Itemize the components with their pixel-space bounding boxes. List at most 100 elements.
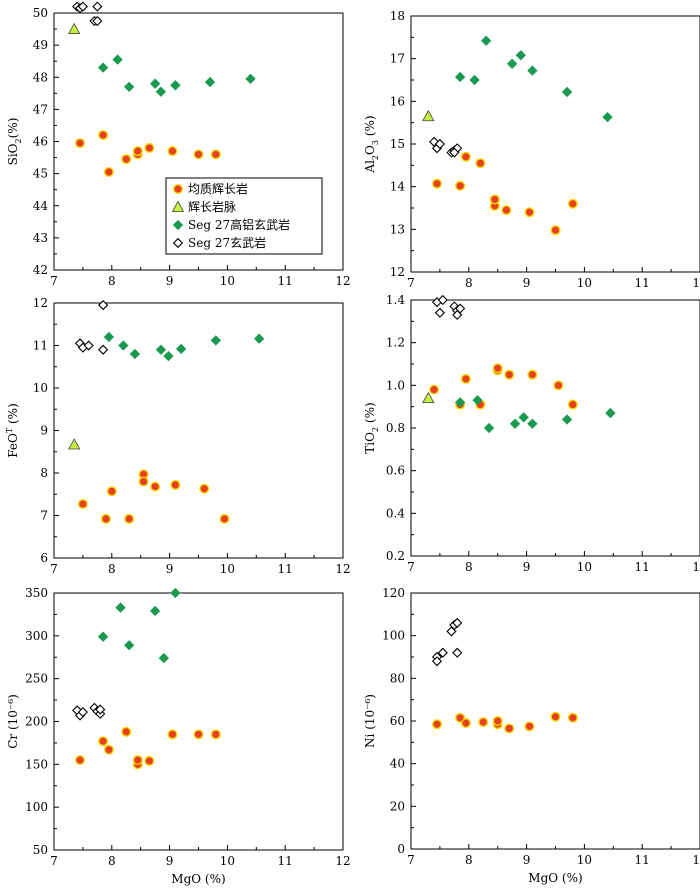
y-axis-label: TiO2 (%) xyxy=(363,402,380,453)
y-tick-label: 43 xyxy=(33,231,48,245)
data-point xyxy=(92,15,103,27)
data-point xyxy=(123,640,135,651)
x-tick-label: 11 xyxy=(635,560,650,574)
data-point xyxy=(219,513,230,524)
y-tick-label: 12 xyxy=(390,265,405,279)
data-point xyxy=(204,76,216,88)
plot-frame xyxy=(53,592,344,851)
data-point xyxy=(454,71,466,83)
data-point xyxy=(518,412,529,423)
y-tick-label: 11 xyxy=(33,339,48,353)
data-point xyxy=(155,86,167,97)
y-tick-label: 10 xyxy=(33,381,48,395)
data-point xyxy=(132,755,143,766)
panel-sio2: 7 8 9 10 11 12 42 43 44 45 46 47 48 49 50 SiO2(%) 均质辉长岩辉… xyxy=(6,1,351,288)
data-point xyxy=(144,142,155,153)
data-point xyxy=(469,74,480,86)
legend-marker xyxy=(172,219,184,231)
data-point xyxy=(98,736,109,747)
data-point xyxy=(210,149,221,160)
x-tick-label: 11 xyxy=(278,274,293,288)
x-axis-label: MgO (%) xyxy=(528,871,582,885)
x-tick-label: 9 xyxy=(523,853,531,867)
data-point xyxy=(68,438,81,450)
y-tick-label: 0.6 xyxy=(386,464,405,478)
data-point xyxy=(123,81,135,93)
y-tick-label: 50 xyxy=(33,6,48,20)
data-point xyxy=(452,617,463,628)
y-tick-label: 100 xyxy=(382,629,405,643)
data-point xyxy=(460,373,471,384)
data-point xyxy=(193,729,204,740)
data-point xyxy=(550,225,561,236)
panel-cr: 7 8 9 10 11 12 50 100 150 200 250 300 350 Cr (10⁻⁶) Mg… xyxy=(6,586,351,886)
legend-marker xyxy=(171,200,185,212)
y-tick-label: 0 xyxy=(397,842,405,856)
data-point xyxy=(95,704,106,715)
data-point xyxy=(454,397,466,408)
data-point xyxy=(103,744,114,755)
data-point xyxy=(567,198,578,209)
data-point xyxy=(506,58,518,69)
x-tick-label: 11 xyxy=(635,853,650,867)
x-tick-label: 9 xyxy=(166,274,174,288)
y-tick-label: 13 xyxy=(390,222,405,236)
x-tick-label: 9 xyxy=(166,854,174,868)
data-point xyxy=(103,167,114,178)
y-tick-label: 250 xyxy=(25,672,48,686)
data-point xyxy=(150,481,161,492)
data-point xyxy=(501,205,512,216)
data-point xyxy=(524,207,535,218)
data-point xyxy=(175,343,187,355)
data-point xyxy=(492,716,503,727)
y-tick-label: 0.2 xyxy=(386,549,405,563)
x-tick-label: 11 xyxy=(635,276,650,290)
x-tick-label: 9 xyxy=(166,562,174,576)
x-tick-label: 10 xyxy=(220,562,235,576)
data-point xyxy=(112,54,123,65)
data-point xyxy=(553,380,564,391)
y-tick-label: 48 xyxy=(33,70,48,84)
legend-marker xyxy=(172,183,183,194)
data-point xyxy=(101,513,112,524)
x-tick-label: 7 xyxy=(50,562,58,576)
data-point xyxy=(144,755,155,766)
data-point xyxy=(480,35,492,46)
data-point xyxy=(149,605,161,617)
data-point xyxy=(434,307,445,318)
y-tick-label: 7 xyxy=(40,509,48,523)
data-point xyxy=(422,391,435,404)
data-point xyxy=(432,178,443,189)
y-tick-label: 1.0 xyxy=(386,378,405,392)
x-tick-label: 10 xyxy=(220,854,235,868)
x-tick-label: 7 xyxy=(407,853,415,867)
data-point xyxy=(77,499,88,510)
y-tick-label: 47 xyxy=(33,102,48,116)
y-axis-label: FeOT (%) xyxy=(5,403,20,458)
data-point xyxy=(77,706,88,718)
x-tick-label: 7 xyxy=(407,560,415,574)
y-tick-label: 49 xyxy=(33,38,48,52)
y-tick-label: 44 xyxy=(33,199,49,213)
data-point xyxy=(492,363,503,374)
data-point xyxy=(98,130,109,141)
plot-frame xyxy=(53,302,344,559)
data-point xyxy=(121,154,132,165)
y-tick-label: 14 xyxy=(390,180,406,194)
data-point xyxy=(129,348,141,360)
x-tick-label: 12 xyxy=(335,854,350,868)
panel-al2o3: 7 8 9 10 11 12 12 13 14 15 16 17 18 Al2O3 (%) xyxy=(363,9,700,290)
x-tick-label: 7 xyxy=(50,854,58,868)
y-tick-label: 50 xyxy=(33,843,48,857)
x-tick-label: 10 xyxy=(220,274,235,288)
legend-label: 辉长岩脉 xyxy=(188,199,236,214)
data-point xyxy=(163,350,174,362)
x-tick-label: 7 xyxy=(50,274,58,288)
data-point xyxy=(527,418,538,429)
data-point xyxy=(527,65,538,76)
x-tick-label: 10 xyxy=(577,560,592,574)
data-point xyxy=(515,50,526,61)
x-tick-label: 8 xyxy=(108,274,116,288)
